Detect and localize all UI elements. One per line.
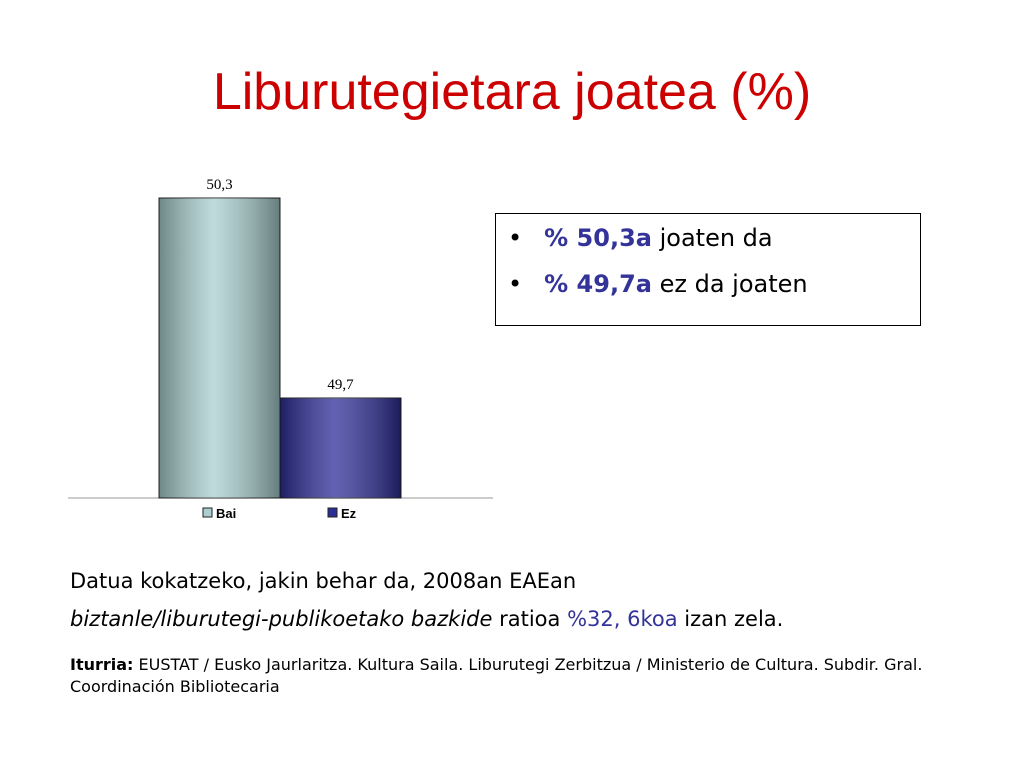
legend-swatch	[202, 507, 213, 518]
note-highlight: %32, 6koa	[567, 607, 678, 631]
source: Iturria: EUSTAT / Eusko Jaurlaritza. Kul…	[70, 654, 970, 698]
bullet-bold: % 49,7a	[544, 270, 652, 298]
value-label: 49,7	[327, 377, 354, 393]
note-line: biztanle/liburutegi-publikoetako bazkide…	[70, 600, 783, 638]
note-line: Datua kokatzeko, jakin behar da, 2008an …	[70, 569, 577, 593]
bar-shade	[280, 398, 401, 498]
slide-title: Liburutegietara joatea (%)	[212, 63, 812, 121]
bullet-box: •% 50,3a joaten da •% 49,7a ez da joaten	[495, 213, 921, 326]
note-italic: biztanle/liburutegi-publikoetako bazkide	[70, 607, 493, 631]
note-text: ratioa	[499, 607, 561, 631]
value-label: 50,3	[206, 177, 232, 193]
bar-shade	[159, 198, 280, 498]
legend-label: Bai	[216, 506, 236, 521]
source-label: Iturria:	[70, 655, 134, 674]
bullet-bold: % 50,3a	[544, 224, 652, 252]
note-text: izan zela.	[684, 607, 784, 631]
bullet: •% 50,3a joaten da	[508, 224, 773, 252]
bullet-text: joaten da	[659, 224, 773, 252]
source-text: EUSTAT / Eusko Jaurlaritza. Kultura Sail…	[70, 655, 923, 696]
chart: 50,3 49,7 Bai Ez	[68, 177, 493, 521]
legend-swatch	[327, 507, 338, 518]
note: Datua kokatzeko, jakin behar da, 2008an …	[70, 562, 783, 638]
bullet-text: ez da joaten	[659, 270, 808, 298]
legend-label: Ez	[341, 506, 357, 521]
bullet: •% 49,7a ez da joaten	[508, 270, 808, 298]
